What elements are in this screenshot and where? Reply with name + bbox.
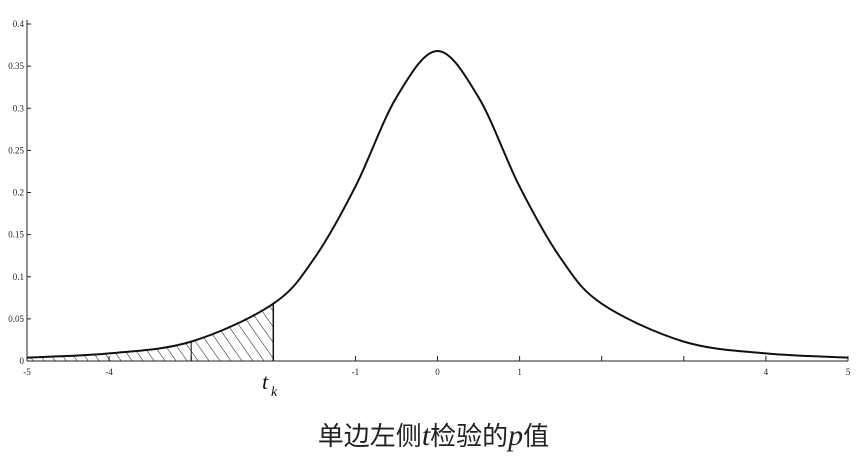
caption-suffix: 值 xyxy=(523,422,550,452)
x-tick-label: 5 xyxy=(846,367,851,377)
y-axis-group: 0 0.05 0.1 0.15 0.2 0.25 0.3 0.35 0.4 xyxy=(8,19,31,366)
y-tick-label: 0.25 xyxy=(8,145,24,155)
chart-caption: 单边左侧t检验的p值 xyxy=(0,416,867,453)
y-tick-label: 0.4 xyxy=(13,19,25,29)
tk-annotation-label: t xyxy=(262,369,269,394)
y-tick-label: 0 xyxy=(20,356,25,366)
x-tick-label: -1 xyxy=(352,367,360,377)
tk-annotation-subscript: k xyxy=(271,385,278,400)
y-tick-label: 0.1 xyxy=(13,272,24,282)
t-distribution-chart: 0 0.05 0.1 0.15 0.2 0.25 0.3 0.35 0.4 -5 -4 -1 0 1 4 5… xyxy=(8,19,851,400)
y-tick-label: 0.3 xyxy=(13,103,25,113)
annotation-group: t k xyxy=(262,369,278,400)
caption-middle: 检验的 xyxy=(430,422,509,452)
x-tick-label: 4 xyxy=(764,367,769,377)
y-tick-label: 0.2 xyxy=(13,188,24,198)
x-tick-label: -5 xyxy=(23,367,31,377)
x-tick-label: -4 xyxy=(105,367,113,377)
x-tick-label: 0 xyxy=(435,367,440,377)
caption-prefix: 单边左侧 xyxy=(317,422,422,452)
caption-var-t: t xyxy=(421,419,431,452)
y-tick-label: 0.15 xyxy=(8,230,24,240)
x-tick-label: 1 xyxy=(517,367,522,377)
curve-group xyxy=(26,49,849,359)
p-value-shaded-area xyxy=(27,303,274,361)
density-curve xyxy=(26,49,849,359)
caption-var-p: p xyxy=(508,419,524,452)
shaded-region-group xyxy=(27,303,275,361)
y-tick-label: 0.35 xyxy=(8,61,24,71)
y-tick-label: 0.05 xyxy=(8,314,24,324)
